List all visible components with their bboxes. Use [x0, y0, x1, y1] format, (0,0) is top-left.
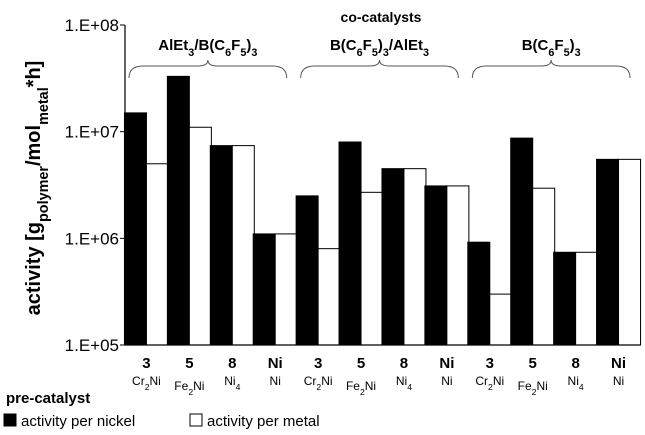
- legend-label: activity per metal: [207, 413, 320, 430]
- precatalyst-id: 3: [486, 355, 494, 372]
- bar-activity-per-metal: [618, 158, 642, 346]
- cocatalyst-group-label: AlEt3/B(C6F5)3: [158, 37, 257, 59]
- bar-activity-per-metal: [575, 251, 599, 346]
- bar-activity-per-nickel: [209, 145, 233, 346]
- precatalyst-formula: Cr2Ni: [475, 374, 504, 392]
- x-category: Ni Ni: [439, 355, 454, 388]
- precatalyst-formula: Cr2Ni: [132, 374, 161, 392]
- bar-activity-per-metal: [274, 233, 298, 346]
- precatalyst-formula: Ni: [270, 374, 281, 388]
- precatalyst-formula: Fe2Ni: [346, 379, 376, 397]
- precatalyst-formula: Fe2Ni: [518, 379, 548, 397]
- cocatalyst-bracket: [128, 59, 288, 79]
- x-category: 5 Fe2Ni: [174, 355, 204, 397]
- bar-activity-per-nickel: [424, 185, 448, 346]
- x-category: Ni Ni: [611, 355, 626, 388]
- precatalyst-id: 8: [228, 355, 236, 372]
- x-category: 5 Fe2Ni: [346, 355, 376, 397]
- precatalyst-formula: Cr2Ni: [304, 374, 333, 392]
- precatalyst-id: 3: [142, 355, 150, 372]
- legend-entry: activity per metal: [189, 413, 320, 430]
- x-category: 3 Cr2Ni: [304, 355, 333, 392]
- bar-activity-per-metal: [360, 191, 384, 346]
- cocatalyst-title: co-catalysts: [341, 9, 422, 25]
- y-axis-title: activity [gpolymer/molmetal*h]: [23, 61, 52, 316]
- x-category: 3 Cr2Ni: [475, 355, 504, 392]
- precatalyst-id: 8: [571, 355, 579, 372]
- y-axis-ticks: 1.E+05 1.E+06 1.E+07 1.E+08: [65, 16, 125, 355]
- legend-swatch: [189, 413, 203, 427]
- y-tick-label: 1.E+06: [65, 229, 119, 248]
- axes: [124, 25, 640, 346]
- cocatalyst-bracket: [300, 59, 459, 79]
- bar-activity-per-nickel: [166, 75, 190, 346]
- bar-activity-per-nickel: [123, 112, 147, 346]
- y-tick-label: 1.E+08: [65, 16, 119, 35]
- bar-activity-per-nickel: [295, 195, 319, 346]
- precatalyst-id: 5: [529, 355, 537, 372]
- bar-activity-per-metal: [188, 126, 212, 346]
- x-category-labels: 3Cr2Ni5Fe2Ni8Ni4NiNi3Cr2Ni5Fe2Ni8Ni4NiNi…: [132, 355, 626, 397]
- precatalyst-formula: Ni4: [224, 374, 240, 392]
- x-category: 5 Fe2Ni: [518, 355, 548, 397]
- bars: [123, 75, 642, 346]
- cocatalyst-group-label: B(C6F5)3: [522, 37, 581, 59]
- y-tick-label: 1.E+07: [65, 123, 119, 142]
- y-tick-label: 1.E+05: [65, 336, 119, 355]
- precatalyst-id: Ni: [268, 355, 283, 372]
- pre-catalyst-label: pre-catalyst: [6, 390, 90, 407]
- bar-activity-per-metal: [317, 248, 341, 346]
- x-category: Ni Ni: [268, 355, 283, 388]
- precatalyst-id: 5: [185, 355, 193, 372]
- bar-activity-per-metal: [145, 163, 169, 346]
- bar-activity-per-metal: [489, 293, 513, 346]
- bar-activity-per-nickel: [338, 141, 362, 346]
- bar-activity-per-metal: [231, 145, 255, 346]
- precatalyst-id: Ni: [439, 355, 454, 372]
- bar-activity-per-metal: [446, 185, 470, 346]
- cocatalyst-bracket: [471, 59, 631, 79]
- bar-activity-per-nickel: [381, 168, 405, 346]
- legend-label: activity per nickel: [21, 413, 135, 430]
- x-category: 3 Cr2Ni: [132, 355, 161, 392]
- precatalyst-formula: Fe2Ni: [174, 379, 204, 397]
- bar-activity-per-metal: [403, 168, 427, 346]
- bar-activity-per-nickel: [252, 233, 276, 346]
- cocatalyst-group-label: B(C6F5)3/AlEt3: [330, 37, 429, 59]
- legend-swatch: [3, 413, 17, 427]
- precatalyst-id: 3: [314, 355, 322, 372]
- precatalyst-formula: Ni4: [396, 374, 412, 392]
- precatalyst-formula: Ni: [613, 374, 624, 388]
- bar-activity-per-nickel: [553, 251, 577, 346]
- bar-activity-per-metal: [532, 187, 556, 346]
- cocatalyst-brackets: AlEt3/B(C6F5)3 B(C6F5)3/AlEt3 B(C6F5)3: [128, 37, 631, 79]
- precatalyst-id: 8: [400, 355, 408, 372]
- legend: activity per nickel activity per metal: [3, 413, 320, 430]
- precatalyst-id: 5: [357, 355, 365, 372]
- precatalyst-id: Ni: [611, 355, 626, 372]
- bar-activity-per-nickel: [596, 158, 620, 346]
- bar-activity-per-nickel: [510, 137, 534, 346]
- bar-activity-per-nickel: [467, 241, 491, 346]
- precatalyst-formula: Ni: [441, 374, 452, 388]
- precatalyst-formula: Ni4: [568, 374, 584, 392]
- legend-entry: activity per nickel: [3, 413, 135, 430]
